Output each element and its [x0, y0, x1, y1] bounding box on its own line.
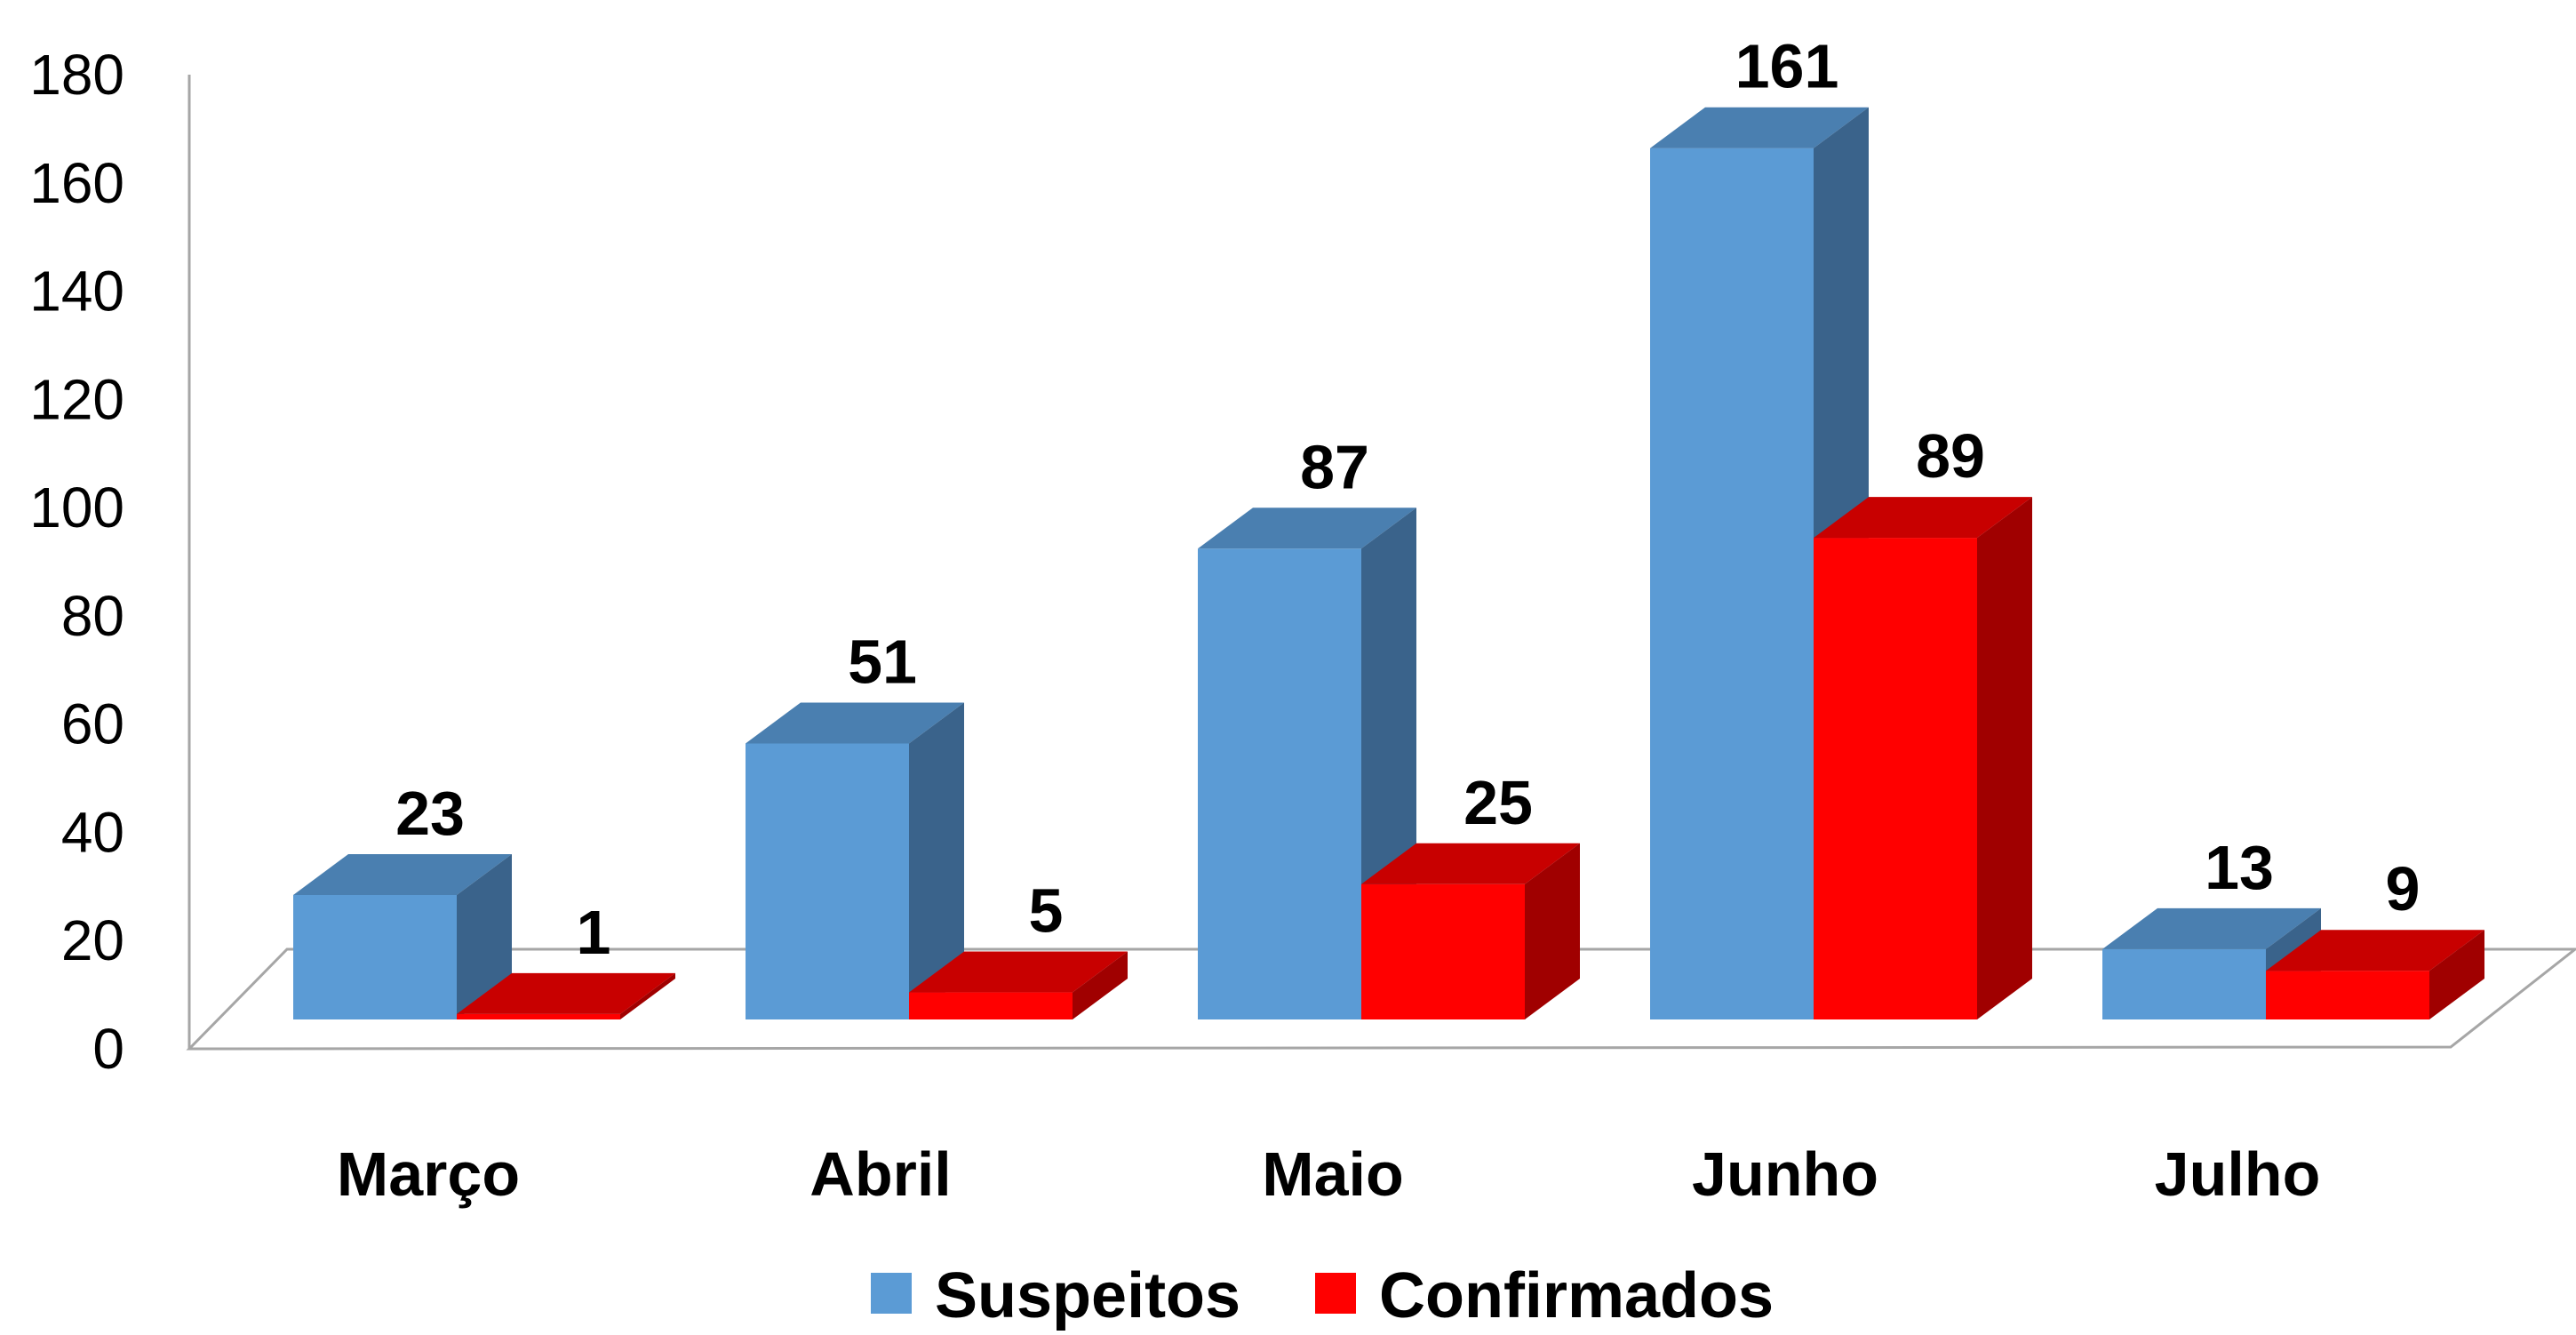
- category-label: Julho: [2155, 1139, 2321, 1209]
- bar-suspeitos-0: [293, 853, 512, 1019]
- bar-side: [1073, 951, 1128, 1019]
- bar-top: [1814, 497, 2032, 539]
- bar-side: [457, 853, 512, 1019]
- y-tick-label: 160: [29, 151, 124, 215]
- bar-side: [909, 702, 964, 1019]
- legend-item-confirmados: Confirmados: [1315, 1260, 1774, 1331]
- category-label: Junho: [1692, 1139, 1878, 1209]
- bar-side: [620, 972, 675, 1019]
- y-tick-label: 80: [61, 584, 124, 648]
- legend-label: Confirmados: [1379, 1260, 1774, 1331]
- floor-outline: [186, 947, 2576, 1051]
- bar-top: [457, 972, 675, 1014]
- bar-suspeitos-3: [1650, 107, 1869, 1020]
- bar-top: [909, 951, 1128, 993]
- legend-label: Suspeitos: [935, 1260, 1240, 1331]
- labels: 23 1 Março 51 5 Abril 87 25 Maio 161 89 Junho 13 9 Jul…: [337, 32, 2420, 1209]
- bar-top: [1361, 843, 1580, 884]
- data-label: 51: [848, 627, 917, 696]
- y-tick-label: 0: [92, 1017, 124, 1081]
- legend-item-suspeitos: Suspeitos: [871, 1260, 1240, 1331]
- legend: Suspeitos Confirmados: [871, 1260, 1774, 1331]
- y-tick-label: 40: [61, 800, 124, 864]
- y-tick-label: 20: [61, 908, 124, 972]
- bar-suspeitos-1: [746, 702, 964, 1019]
- data-label: 25: [1463, 768, 1533, 837]
- bar-top: [1650, 107, 1869, 148]
- bar-front: [1361, 883, 1525, 1019]
- y-tick-label: 60: [61, 692, 124, 756]
- bar-top: [1198, 508, 1416, 549]
- bar-side: [1977, 497, 2032, 1019]
- bar-front: [2102, 948, 2266, 1019]
- data-label: 89: [1916, 421, 1985, 491]
- bar-suspeitos-4: [2102, 907, 2321, 1019]
- bar-front: [457, 1013, 620, 1019]
- data-label: 87: [1300, 432, 1369, 501]
- bar-top: [2266, 930, 2484, 971]
- bar-top: [293, 853, 512, 895]
- bar-confirmados-1: [909, 951, 1128, 1019]
- bars: [293, 107, 2484, 1020]
- bar-front: [746, 743, 909, 1019]
- legend-swatch: [871, 1273, 912, 1314]
- bar-front: [1650, 148, 1814, 1019]
- bar-front: [1814, 538, 1977, 1019]
- y-tick-label: 100: [29, 476, 124, 540]
- bar-confirmados-3: [1814, 497, 2032, 1019]
- y-tick-label: 140: [29, 260, 124, 324]
- data-label: 13: [2205, 833, 2274, 902]
- category-label: Abril: [809, 1139, 951, 1209]
- bar-confirmados-2: [1361, 843, 1580, 1019]
- bar-front: [1198, 548, 1361, 1019]
- y-axis: 0 20 40 60 80 100 120 140 160 180: [29, 43, 191, 1081]
- bar-top: [2102, 907, 2321, 949]
- bar-top: [746, 702, 964, 744]
- category-label: Maio: [1262, 1139, 1403, 1209]
- bar-side: [1525, 843, 1580, 1019]
- data-label: 1: [577, 898, 611, 967]
- y-tick-label: 120: [29, 367, 124, 431]
- bar-confirmados-4: [2266, 930, 2484, 1019]
- bar-confirmados-0: [457, 972, 675, 1019]
- data-label: 9: [2386, 854, 2420, 923]
- chart-floor: [186, 947, 2576, 1051]
- bar-front: [909, 992, 1073, 1019]
- category-label: Março: [337, 1139, 520, 1209]
- data-label: 161: [1735, 32, 1839, 101]
- data-label: 5: [1029, 876, 1064, 946]
- legend-swatch: [1315, 1273, 1356, 1314]
- bar-side: [2429, 930, 2484, 1019]
- bar-front: [2266, 971, 2429, 1019]
- y-tick-label: 180: [29, 43, 124, 107]
- data-label: 23: [395, 779, 465, 848]
- bar-front: [293, 894, 457, 1019]
